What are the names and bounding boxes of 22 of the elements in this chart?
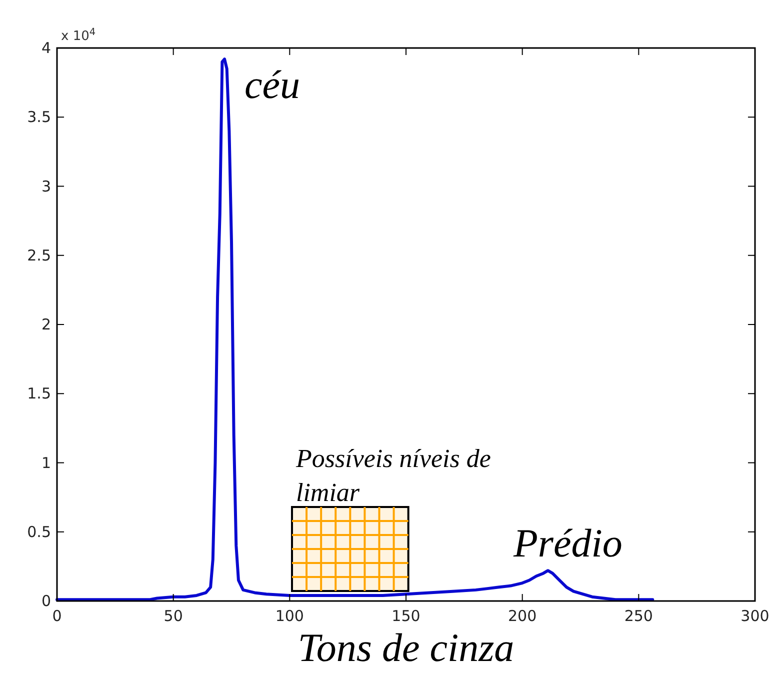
y-tick-label: 3 — [41, 177, 51, 196]
y-tick-label: 0.5 — [27, 522, 51, 541]
y-tick-label: 4 — [41, 39, 51, 57]
y-tick-label: 2 — [41, 316, 51, 334]
y-tick-label: 1 — [41, 454, 51, 472]
annotation: Prédio — [512, 520, 622, 566]
y-tick-label: 2.5 — [27, 246, 51, 264]
x-tick-label: 0 — [52, 607, 62, 625]
x-tick-label: 300 — [740, 607, 770, 625]
x-tick-label: 150 — [392, 607, 420, 625]
x-tick-label: 200 — [508, 607, 537, 625]
annotation: céu — [244, 62, 300, 108]
y-tick-label: 1.5 — [27, 384, 51, 403]
x-tick-label: 50 — [164, 607, 183, 625]
line-series — [56, 58, 654, 602]
text: x 10$^{4}$ — [61, 26, 96, 44]
band-label: Possíveis níveis de limiar — [294, 444, 491, 507]
x-tick-label: 100 — [275, 607, 304, 625]
y-tick-label: 3.5 — [27, 108, 51, 126]
y-tick-label: 0 — [41, 592, 51, 610]
x-axis-title: Tons de cinza — [298, 625, 514, 670]
x-tick-label: 250 — [624, 607, 653, 625]
